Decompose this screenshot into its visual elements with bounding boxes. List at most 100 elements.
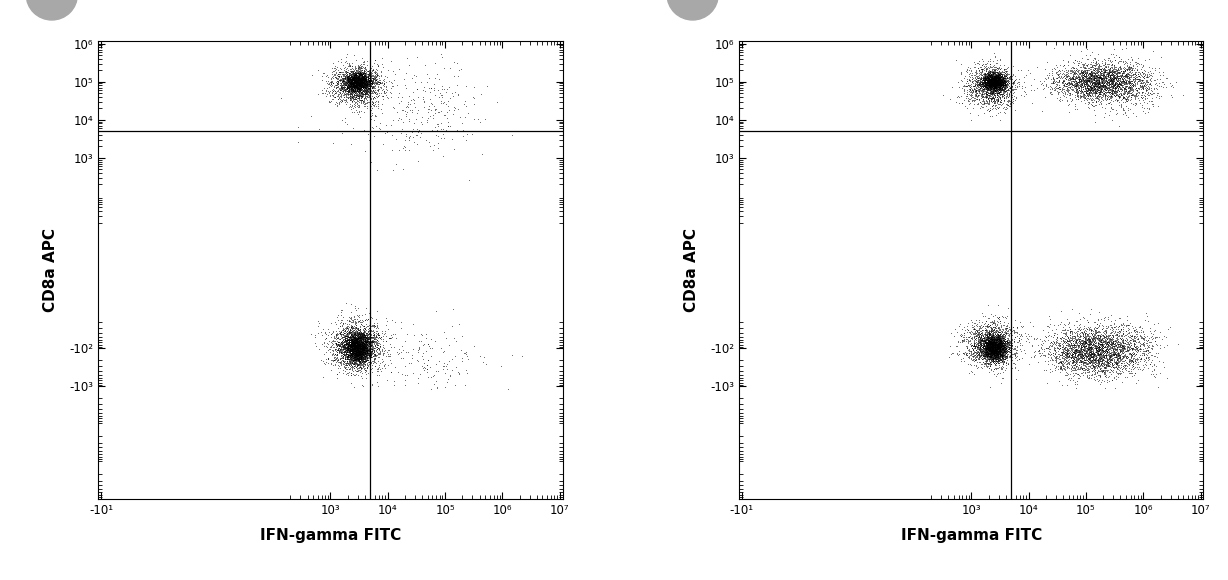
Point (1059, 339, 1078, 348)
Point (986, 81, 1006, 90)
Point (989, 332, 1008, 341)
Point (987, 72, 1007, 82)
Point (1088, 85, 1108, 95)
Point (1063, 357, 1083, 367)
Point (989, 339, 1008, 348)
Point (357, 336, 377, 346)
Point (1074, 333, 1094, 342)
Point (986, 354, 1006, 364)
Point (1083, 349, 1103, 358)
Point (1088, 82, 1108, 91)
Point (982, 79, 1002, 89)
Point (1106, 351, 1126, 360)
Point (1076, 85, 1095, 94)
Point (1086, 356, 1105, 365)
Point (306, 331, 325, 340)
Point (1089, 355, 1109, 364)
Point (984, 82, 1003, 91)
Point (986, 78, 1006, 88)
Point (1081, 337, 1100, 346)
Point (355, 357, 375, 367)
Point (971, 336, 991, 345)
Point (987, 85, 1007, 95)
Point (343, 369, 362, 379)
Point (335, 354, 355, 364)
Point (1086, 359, 1105, 368)
Point (991, 347, 1011, 357)
Point (346, 73, 366, 82)
Point (957, 349, 976, 358)
Point (355, 85, 375, 94)
Point (979, 82, 998, 92)
Point (984, 79, 1003, 89)
Point (990, 347, 1009, 356)
Point (990, 82, 1009, 91)
Point (350, 83, 370, 92)
Point (981, 352, 1001, 361)
Point (986, 351, 1006, 360)
Point (992, 343, 1012, 352)
Point (354, 99, 373, 108)
Point (350, 338, 370, 347)
Point (346, 338, 366, 347)
Point (338, 324, 357, 333)
Point (338, 82, 357, 91)
Point (1068, 354, 1088, 364)
Point (1078, 75, 1098, 84)
Point (989, 339, 1008, 349)
Point (356, 356, 376, 365)
Point (1067, 345, 1087, 354)
Point (1012, 321, 1032, 331)
Point (1097, 362, 1116, 371)
Point (346, 332, 366, 342)
Point (975, 345, 995, 354)
Point (314, 84, 334, 93)
Point (1108, 68, 1127, 78)
Point (990, 81, 1009, 90)
Point (344, 70, 363, 79)
Point (957, 64, 976, 73)
Point (989, 74, 1008, 83)
Point (982, 82, 1002, 91)
Point (346, 100, 366, 109)
Point (1095, 84, 1115, 93)
Point (476, 360, 496, 369)
Point (381, 334, 400, 343)
Point (349, 337, 368, 346)
Point (1129, 343, 1148, 352)
Point (345, 343, 365, 352)
Point (1087, 86, 1106, 95)
Point (352, 350, 372, 360)
Point (357, 345, 377, 354)
Point (984, 335, 1003, 344)
Point (330, 76, 350, 85)
Point (343, 338, 362, 347)
Point (982, 69, 1002, 78)
Point (973, 343, 992, 352)
Point (989, 79, 1008, 89)
Point (987, 336, 1007, 345)
Point (982, 339, 1002, 349)
Point (335, 90, 355, 99)
Point (986, 336, 1006, 346)
Point (1006, 349, 1025, 358)
Point (984, 351, 1003, 360)
Point (1114, 360, 1133, 369)
Point (979, 74, 998, 84)
Point (1065, 343, 1084, 352)
Point (982, 347, 1002, 356)
Point (980, 80, 1000, 89)
Point (998, 337, 1018, 346)
Point (979, 84, 998, 93)
Point (991, 78, 1011, 88)
Point (1095, 336, 1115, 346)
Point (1125, 368, 1144, 377)
Point (1108, 74, 1127, 84)
Point (979, 74, 998, 84)
Point (356, 344, 376, 353)
Point (351, 341, 371, 350)
Point (349, 356, 368, 365)
Point (985, 83, 1005, 92)
Point (349, 356, 368, 365)
Point (1088, 340, 1108, 349)
